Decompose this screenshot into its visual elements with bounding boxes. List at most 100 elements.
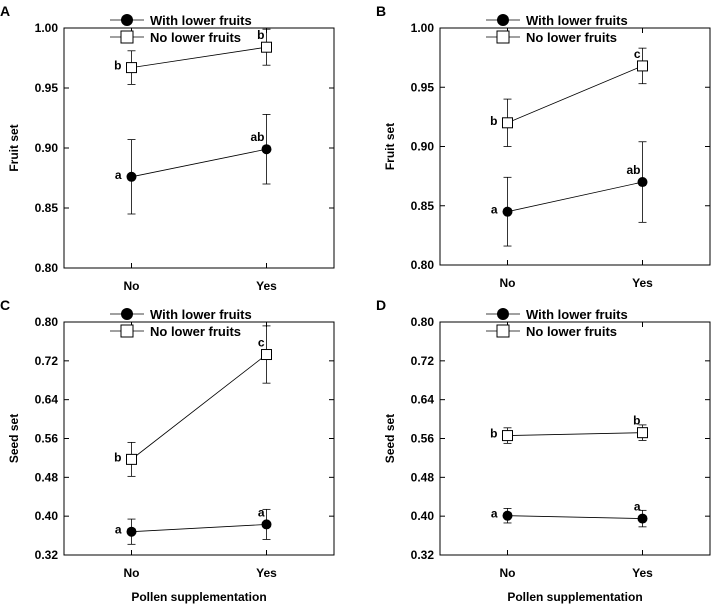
series-with-lower-fruits: aa: [491, 500, 648, 528]
y-tick-label: 0.85: [411, 199, 435, 213]
series-line: [131, 524, 267, 533]
significance-label: b: [633, 414, 640, 428]
x-tick-label: No: [500, 276, 516, 290]
y-tick-label: 1.00: [411, 21, 435, 35]
y-tick-label: 0.48: [35, 470, 59, 484]
legend-marker-square: [496, 324, 510, 338]
x-tick-label: Yes: [256, 566, 277, 580]
panel-c: C 0.32 0.40 0.48 0.56 0.64 0.72 0.80 No Yes Seed s…: [0, 297, 335, 604]
legend: With lower fruits No lower fruits: [110, 307, 252, 339]
plot-frame: [63, 321, 335, 556]
plot-frame: [439, 321, 711, 556]
legend-marker-square: [120, 30, 134, 44]
legend-marker-circle: [121, 308, 133, 320]
plot-frame: [63, 27, 335, 269]
y-tick-label: 0.56: [411, 432, 435, 446]
plot-frame: [439, 27, 711, 266]
significance-label: a: [491, 203, 498, 217]
significance-label: a: [258, 505, 265, 519]
y-tick-label: 0.40: [411, 509, 435, 523]
significance-label: b: [257, 28, 264, 42]
legend-label: No lower fruits: [150, 324, 241, 339]
significance-label: a: [634, 500, 641, 514]
y-tick-label: 0.80: [35, 261, 59, 275]
x-tick-label: No: [500, 566, 516, 580]
data-point-circle: [502, 206, 513, 217]
series-no-lower-fruits: bb: [114, 28, 272, 85]
x-axis-label: Pollen supplementation: [131, 590, 266, 604]
panel-letter: C: [0, 297, 10, 313]
y-tick-label: 0.32: [411, 548, 435, 562]
series-line: [507, 65, 643, 124]
legend-label: With lower fruits: [150, 13, 252, 28]
significance-label: b: [114, 59, 121, 73]
data-point-square: [126, 62, 137, 74]
panel-letter: D: [376, 297, 386, 313]
data-point-square: [637, 60, 648, 72]
y-axis-label: Fruit set: [7, 124, 21, 171]
y-tick-label: 0.64: [411, 393, 435, 407]
data-point-circle: [126, 526, 137, 537]
significance-label: b: [114, 450, 121, 464]
legend-marker-square: [120, 324, 134, 338]
y-tick-label: 0.64: [35, 393, 59, 407]
data-point-circle: [261, 519, 272, 530]
y-tick-label: 0.72: [411, 354, 435, 368]
legend-marker-square: [496, 30, 510, 44]
data-point-square: [502, 117, 513, 129]
series-line: [507, 515, 643, 519]
data-point-square: [126, 453, 137, 465]
y-tick-label: 0.95: [35, 81, 59, 95]
series-with-lower-fruits: a ab: [115, 114, 272, 215]
y-tick-label: 0.90: [35, 141, 59, 155]
significance-label: a: [491, 507, 498, 521]
legend: With lower fruits No lower fruits: [486, 307, 628, 339]
legend-marker-circle: [497, 14, 509, 26]
series-line: [507, 432, 643, 436]
y-tick-label: 0.48: [411, 470, 435, 484]
legend-marker-circle: [497, 308, 509, 320]
y-tick-label: 0.40: [35, 509, 59, 523]
significance-label: a: [115, 523, 122, 537]
y-tick-label: 0.80: [35, 315, 59, 329]
significance-label: b: [490, 427, 497, 441]
significance-label: ab: [626, 163, 640, 177]
series-line: [507, 181, 643, 213]
x-tick-label: No: [124, 279, 140, 293]
data-point-square: [261, 349, 272, 361]
panel-letter: B: [376, 3, 386, 19]
data-point-square: [502, 430, 513, 442]
x-tick-label: No: [124, 566, 140, 580]
legend-label: No lower fruits: [526, 30, 617, 45]
series-no-lower-fruits: bc: [114, 325, 272, 477]
data-point-circle: [261, 144, 272, 155]
data-point-circle: [637, 513, 648, 524]
y-tick-label: 1.00: [35, 21, 59, 35]
data-point-square: [637, 427, 648, 439]
series-line: [131, 148, 267, 178]
legend-label: With lower fruits: [526, 13, 628, 28]
significance-label: a: [115, 168, 122, 182]
significance-label: b: [490, 114, 497, 128]
y-tick-label: 0.95: [411, 80, 435, 94]
legend-label: With lower fruits: [150, 307, 252, 322]
legend: With lower fruits No lower fruits: [486, 13, 628, 45]
y-tick-label: 0.80: [411, 258, 435, 272]
legend: With lower fruits No lower fruits: [110, 13, 252, 45]
series-line: [131, 46, 267, 68]
series-no-lower-fruits: bc: [490, 47, 648, 147]
y-tick-label: 0.72: [35, 354, 59, 368]
significance-label: c: [258, 336, 265, 350]
x-axis-label: Pollen supplementation: [507, 590, 642, 604]
legend-label: No lower fruits: [150, 30, 241, 45]
series-no-lower-fruits: bb: [490, 414, 648, 444]
y-axis-label: Seed set: [383, 414, 397, 463]
y-tick-label: 0.85: [35, 201, 59, 215]
legend-label: With lower fruits: [526, 307, 628, 322]
significance-label: ab: [250, 130, 264, 144]
y-tick-label: 0.56: [35, 432, 59, 446]
significance-label: c: [634, 47, 641, 61]
